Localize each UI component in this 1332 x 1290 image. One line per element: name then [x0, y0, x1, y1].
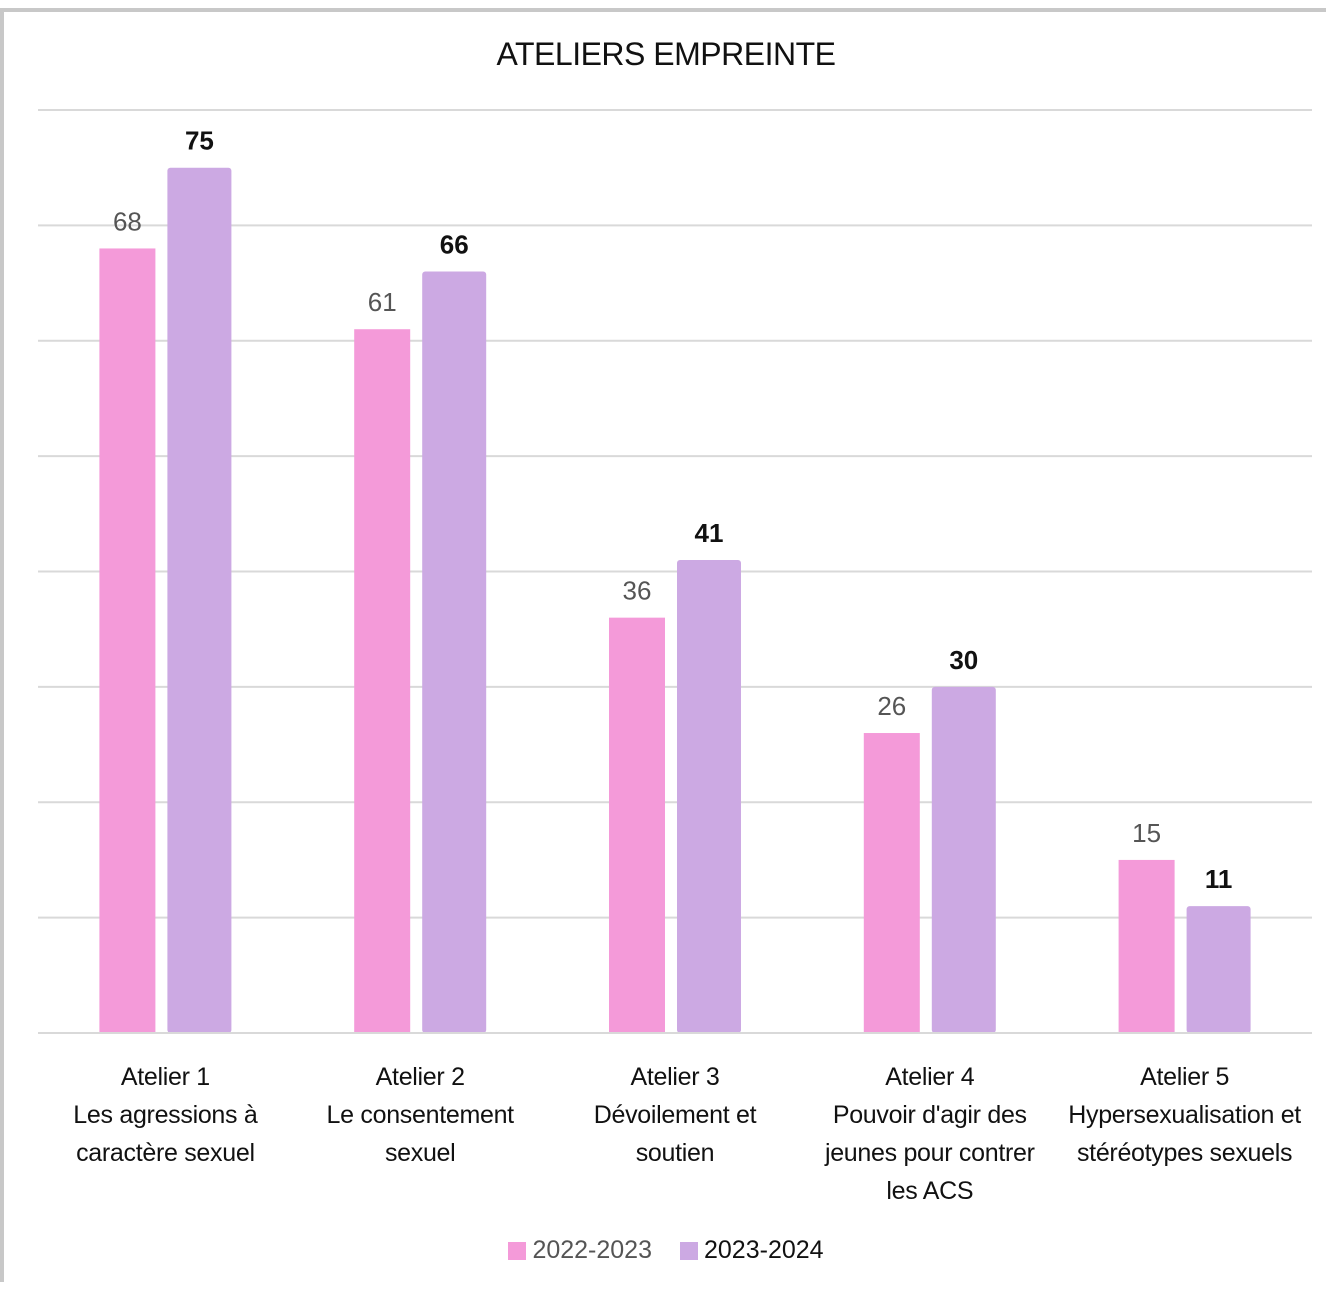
category-label-4: Atelier 4 Pouvoir d'agir des jeunes pour…: [824, 1063, 1035, 1205]
data-label-2023-2024-4: 30: [949, 645, 978, 675]
category-label-5: Atelier 5 Hypersexualisation et stéréoty…: [1068, 1063, 1301, 1167]
bar-2022-2023-1: [99, 248, 156, 1033]
data-label-2023-2024-1: 75: [185, 126, 214, 156]
legend-swatch-2023-2024: [680, 1241, 698, 1260]
category-label-3: Atelier 3 Dévoilement et soutien: [593, 1063, 757, 1167]
bar-2023-2024-2: [422, 271, 487, 1033]
bar-2023-2024-1: [167, 167, 232, 1033]
data-label-2022-2023-4: 26: [877, 691, 906, 721]
legend-label-2022-2023: 2022-2023: [532, 1236, 652, 1264]
legend-label-2023-2024: 2023-2024: [704, 1236, 824, 1264]
bar-2023-2024-4: [931, 686, 996, 1033]
data-label-2022-2023-5: 15: [1132, 818, 1161, 848]
data-label-2022-2023-3: 36: [623, 576, 652, 606]
bar-2023-2024-5: [1186, 906, 1251, 1033]
bar-2022-2023-5: [1118, 859, 1175, 1033]
data-label-2022-2023-1: 68: [113, 206, 142, 236]
chart-title: ATELIERS EMPREINTE: [496, 36, 836, 72]
data-label-2022-2023-2: 61: [368, 287, 397, 317]
legend-item-2022-2023: 2022-2023: [508, 1236, 652, 1265]
bar-2022-2023-4: [863, 733, 920, 1033]
category-label-2: Atelier 2 Le consentement sexuel: [326, 1063, 515, 1167]
category-label-1: Atelier 1 Les agressions à caractère sex…: [73, 1063, 258, 1167]
bar-2023-2024-3: [677, 559, 741, 1033]
data-label-2023-2024-2: 66: [440, 230, 469, 260]
legend-swatch-2022-2023: [508, 1241, 527, 1260]
data-label-2023-2024-5: 11: [1205, 864, 1233, 894]
data-label-2023-2024-3: 41: [695, 518, 724, 548]
bar-2022-2023-3: [609, 617, 665, 1033]
legend: 2022-2023 2023-2024: [0, 1236, 1332, 1265]
legend-item-2023-2024: 2023-2024: [680, 1236, 824, 1265]
bar-2022-2023-2: [354, 329, 411, 1033]
